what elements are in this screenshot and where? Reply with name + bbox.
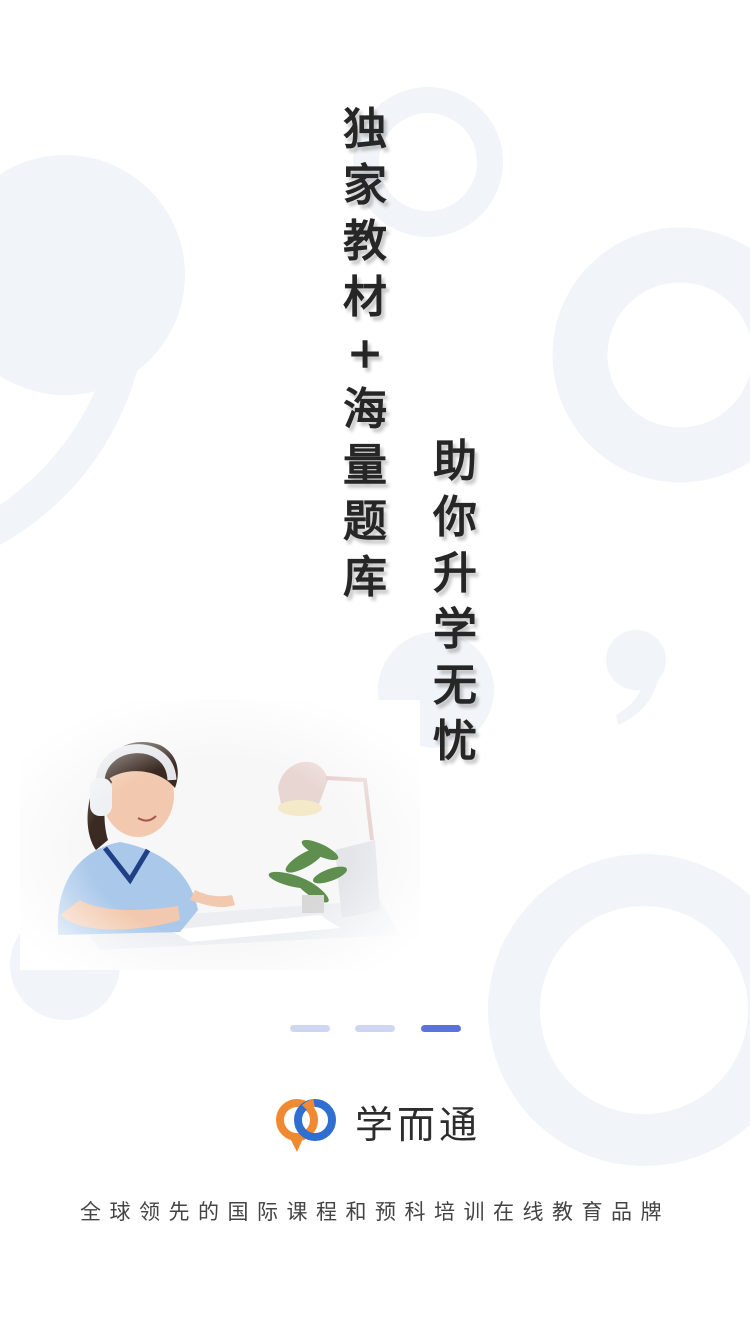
- headline-char: 教: [343, 216, 387, 267]
- headline-char: 库: [343, 552, 387, 603]
- headline-char: 家: [343, 160, 387, 211]
- headline-char: +: [346, 328, 384, 379]
- headline-column-1: 独 家 教 材 + 海 量 题 库: [340, 102, 390, 606]
- headline-char: 你: [433, 492, 477, 543]
- brand-name: 学而通: [355, 1103, 482, 1147]
- headline-char: 无: [433, 660, 477, 711]
- headline-column-2: 助 你 升 学 无 忧: [430, 434, 480, 770]
- slogan-text: 全球领先的国际课程和预科培训在线教育品牌: [80, 1200, 670, 1224]
- headline-char: 独: [343, 104, 387, 155]
- page-dot-2[interactable]: [355, 1025, 395, 1032]
- page-indicator: [0, 1025, 750, 1033]
- headline-char: 量: [343, 440, 387, 491]
- student-studying-illustration: [20, 700, 420, 970]
- headline-char: 助: [433, 436, 477, 487]
- headline-char: 题: [343, 496, 387, 547]
- headline-char: 忧: [433, 716, 477, 767]
- brand-logo-icon: [276, 1099, 336, 1152]
- headline-char: 材: [343, 272, 387, 323]
- headline-char: 学: [433, 604, 477, 655]
- headline-char: 升: [433, 548, 477, 599]
- headline-char: 海: [343, 384, 387, 435]
- page-dot-1[interactable]: [290, 1025, 330, 1032]
- page-dot-3-active[interactable]: [421, 1025, 461, 1032]
